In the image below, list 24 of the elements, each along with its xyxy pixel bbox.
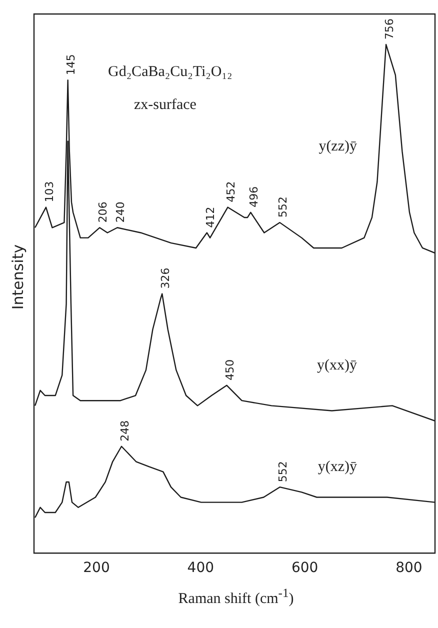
annotation: 552 [276,461,290,482]
annotation: 552 [276,196,290,218]
x-tick-label: 600 [291,560,318,576]
x-tick-label: 400 [187,560,214,576]
annotation: 756 [382,18,396,40]
x-tick-label: 200 [83,560,110,576]
annotation: 206 [96,202,110,223]
series-label: y(zz)ȳ [318,138,358,154]
series-label: y(xz)ȳ [318,459,358,476]
text: zx-surface [134,97,197,113]
annotation: 326 [158,268,172,289]
x-tick-label: 800 [396,560,422,576]
text: y(xx)ȳ [317,357,358,374]
text: Gd₂CaBa₂Cu₂Ti₂O₁₂ [108,64,232,80]
annotation: 103 [42,181,56,202]
annotation: 412 [204,206,217,228]
annotation: 452 [224,181,238,202]
annotation: 240 [114,202,128,223]
annotation: 450 [224,359,237,380]
annotation: 496 [248,186,261,208]
annotation: 145 [64,54,78,76]
x-axis-title: Raman shift (cm$^{-1}$) [177,586,295,608]
annotation: 248 [118,420,132,442]
y-axis-title: Intensity [9,243,27,312]
